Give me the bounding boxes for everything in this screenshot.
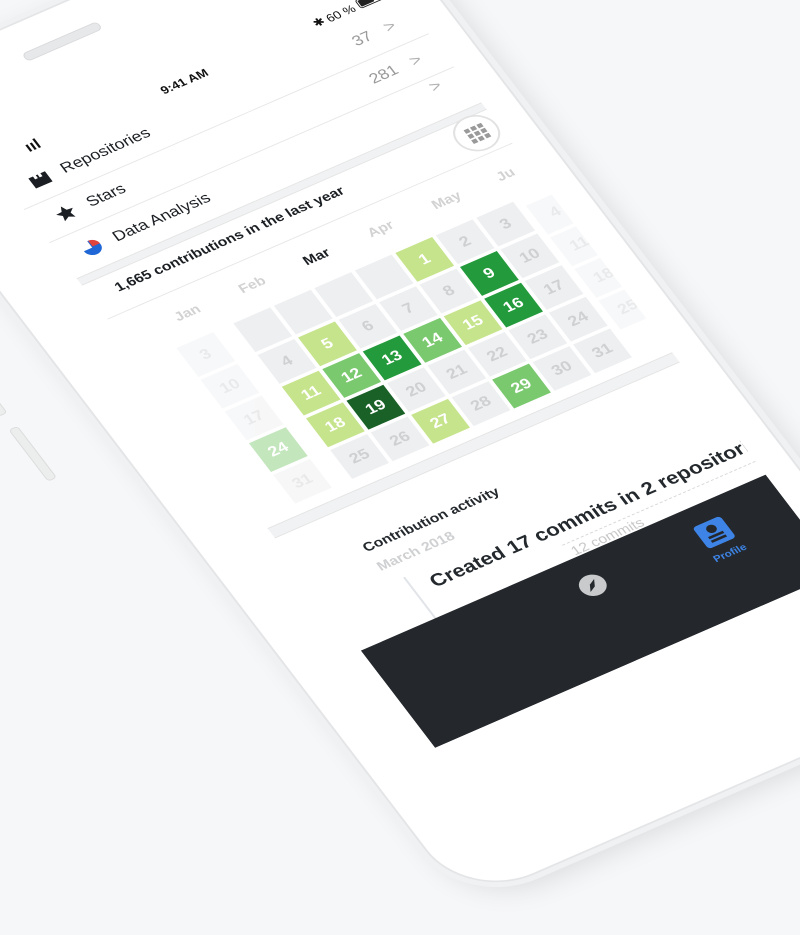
grid-icon [463,122,492,144]
list-item-stars[interactable]: Stars 281 > [23,33,455,244]
repo-icon [28,171,53,189]
chevron-right-icon: > [424,76,446,96]
list-item-data-analysis[interactable]: Data Analysis > [49,66,481,278]
speaker-grille [21,21,103,62]
chevron-right-icon: > [379,16,401,36]
explore-icon [578,574,607,596]
volume-down-button [8,425,58,482]
volume-up-button [0,361,8,417]
month-label: May [428,188,465,213]
calendar-view-toggle[interactable] [444,108,509,158]
chevron-right-icon: > [405,50,426,70]
tab-profile[interactable]: Profile [669,506,770,574]
tab-bar: Profile [360,474,800,748]
pie-chart-icon [83,239,102,256]
month-label: Feb [235,273,270,297]
star-icon [56,206,76,222]
list-item-count: 281 [365,61,402,87]
profile-icon [693,516,735,549]
month-label: Apr [364,217,398,241]
month-label: Mar [299,245,334,269]
month-label: Jan [170,301,205,325]
tab-explore[interactable] [548,558,643,617]
signal-icon: ııl [20,135,45,156]
list-item-count: 37 [348,28,377,50]
app-screen: ııl 9:41 AM ✱ 60 % Repositories 37 > Sta… [0,0,800,748]
month-label: Ju [492,165,519,185]
list-item-label: Stars [82,180,130,210]
list-item-repositories[interactable]: Repositories 37 > [0,0,430,210]
